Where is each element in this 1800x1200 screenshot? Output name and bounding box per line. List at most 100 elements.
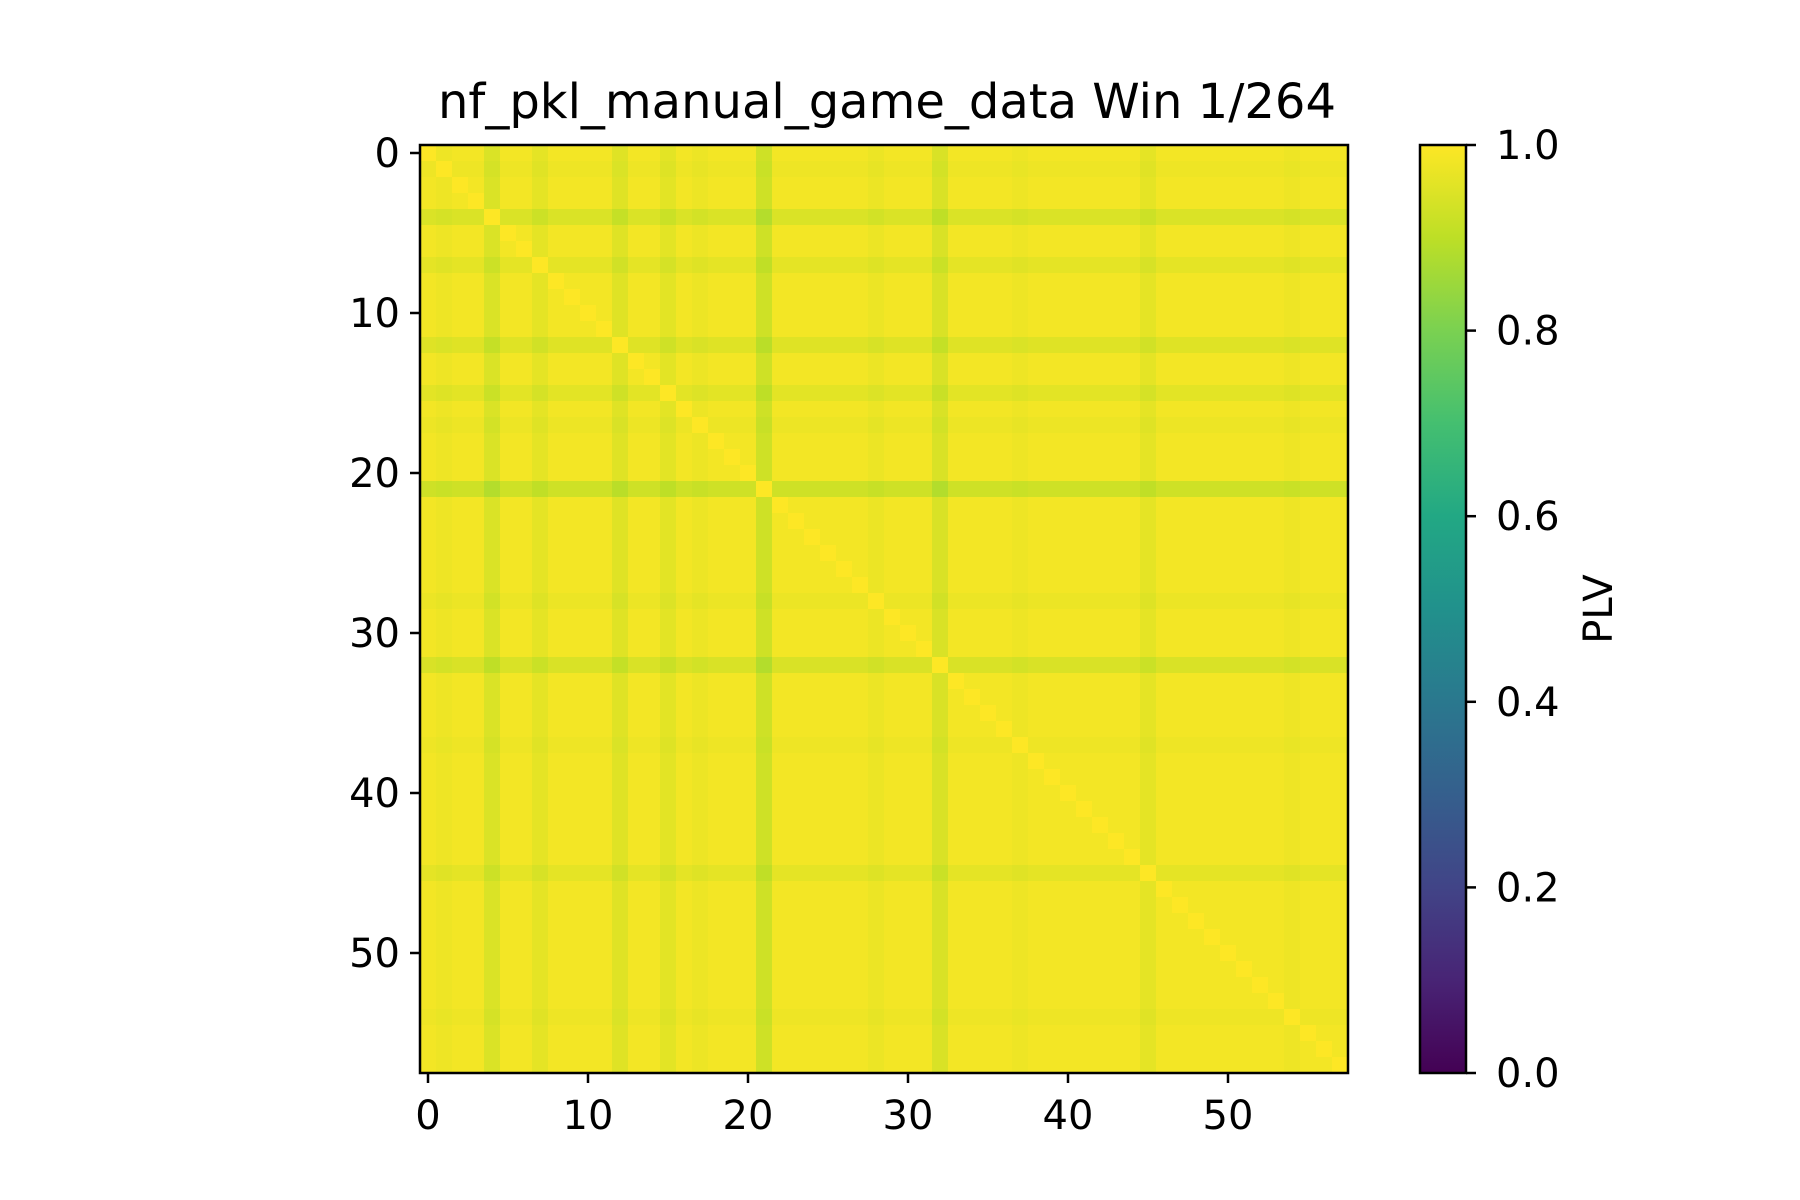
heatmap-cell [964, 881, 981, 898]
heatmap-cell [692, 625, 709, 642]
heatmap-cell [1332, 737, 1349, 754]
heatmap-cell [1252, 801, 1269, 818]
heatmap-cell [1284, 833, 1301, 850]
heatmap-cell [884, 881, 901, 898]
heatmap-cell [644, 913, 661, 930]
heatmap-cell [436, 737, 453, 754]
heatmap-cell [772, 609, 789, 626]
heatmap-cell [740, 401, 757, 418]
heatmap-cell [1060, 721, 1077, 738]
heatmap-cell [1172, 721, 1189, 738]
heatmap-cell [964, 289, 981, 306]
heatmap-cell [1188, 145, 1205, 162]
heatmap-cell [1332, 993, 1349, 1010]
heatmap-cell [756, 945, 773, 962]
heatmap-cell [820, 289, 837, 306]
heatmap-cell [516, 625, 533, 642]
heatmap-cell [468, 225, 485, 242]
heatmap-cell [804, 177, 821, 194]
heatmap-cell [1124, 257, 1141, 274]
heatmap-cell [468, 1025, 485, 1042]
heatmap-cell [452, 769, 469, 786]
heatmap-cell [1220, 1025, 1237, 1042]
heatmap-cell [1236, 1009, 1253, 1026]
y-tick-label: 20 [349, 451, 400, 497]
heatmap-cell [804, 337, 821, 354]
heatmap-cell [1236, 305, 1253, 322]
heatmap-cell [1188, 609, 1205, 626]
heatmap-cell [692, 929, 709, 946]
heatmap-cell [644, 881, 661, 898]
heatmap-cell [868, 785, 885, 802]
heatmap-cell [500, 913, 517, 930]
heatmap-cell [820, 433, 837, 450]
heatmap-cell [900, 529, 917, 546]
heatmap-cell [628, 833, 645, 850]
heatmap-cell [804, 721, 821, 738]
heatmap-cell [484, 785, 501, 802]
heatmap-cell [484, 465, 501, 482]
heatmap-cell [1204, 817, 1221, 834]
heatmap-cell [788, 561, 805, 578]
colorbar-tick-label: 0.6 [1496, 494, 1560, 540]
heatmap-cell [708, 241, 725, 258]
heatmap-cell [564, 865, 581, 882]
heatmap-cell [772, 897, 789, 914]
heatmap-cell [1252, 673, 1269, 690]
heatmap-cell [852, 657, 869, 674]
heatmap-cell [452, 881, 469, 898]
heatmap-cell [436, 193, 453, 210]
heatmap-cell [1220, 529, 1237, 546]
heatmap-cell [612, 529, 629, 546]
heatmap-cell [884, 849, 901, 866]
heatmap-cell [532, 145, 549, 162]
heatmap-cell [1268, 657, 1285, 674]
heatmap-cell [964, 449, 981, 466]
heatmap-cell [500, 209, 517, 226]
heatmap-cell [420, 513, 437, 530]
heatmap-cell [1188, 1009, 1205, 1026]
heatmap-cell [1044, 353, 1061, 370]
heatmap-cell [548, 961, 565, 978]
heatmap-cell [836, 769, 853, 786]
heatmap-cell [564, 993, 581, 1010]
heatmap-cell [1204, 369, 1221, 386]
heatmap-cell [820, 897, 837, 914]
heatmap-cell [916, 625, 933, 642]
heatmap-cell [452, 913, 469, 930]
heatmap-cell [1172, 1009, 1189, 1026]
heatmap-cell [996, 289, 1013, 306]
heatmap-cell [788, 913, 805, 930]
heatmap-cell [596, 385, 613, 402]
heatmap-cell [708, 513, 725, 530]
heatmap-cell [484, 241, 501, 258]
heatmap-cell [756, 513, 773, 530]
heatmap-cell [452, 449, 469, 466]
heatmap-cell [484, 1057, 501, 1074]
heatmap-cell [852, 833, 869, 850]
heatmap-cell [756, 305, 773, 322]
heatmap-cell [932, 705, 949, 722]
heatmap-cell [740, 673, 757, 690]
heatmap-cell [708, 817, 725, 834]
heatmap-cell [1300, 1057, 1317, 1074]
heatmap-cell [756, 785, 773, 802]
heatmap-cell [468, 705, 485, 722]
heatmap-cell [772, 257, 789, 274]
heatmap-cell [612, 689, 629, 706]
heatmap-cell [1332, 289, 1349, 306]
heatmap-cell [1220, 209, 1237, 226]
heatmap-cell [884, 561, 901, 578]
heatmap-cell [1028, 657, 1045, 674]
heatmap-cell [1284, 913, 1301, 930]
heatmap-cell [900, 673, 917, 690]
heatmap-cell [836, 785, 853, 802]
heatmap-cell [612, 673, 629, 690]
heatmap-cell [996, 417, 1013, 434]
heatmap-cell [1156, 193, 1173, 210]
heatmap-cell [964, 225, 981, 242]
heatmap-cell [772, 193, 789, 210]
heatmap-cell [788, 1009, 805, 1026]
heatmap-cell [804, 273, 821, 290]
heatmap-cell [692, 529, 709, 546]
